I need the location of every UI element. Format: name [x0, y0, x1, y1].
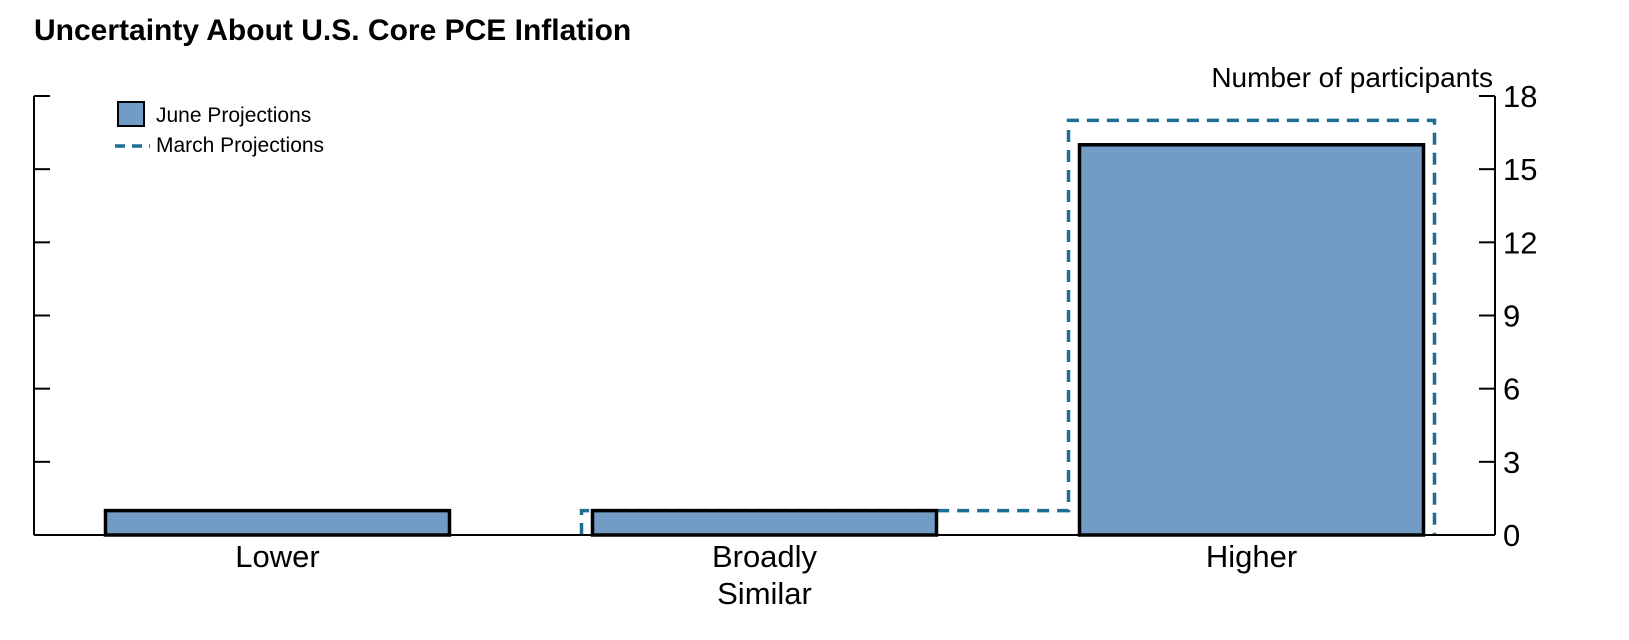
y-tick-label-15: 15 [1503, 152, 1537, 187]
march-step-outline [579, 118, 1437, 535]
y-tick-label-12: 12 [1503, 225, 1537, 260]
y-tick-label-18: 18 [1503, 79, 1537, 114]
y-tick-label-3: 3 [1503, 445, 1520, 480]
x-tick-label-0-0: Lower [235, 539, 319, 574]
legend-june-label: June Projections [156, 104, 311, 127]
y-tick-label-6: 6 [1503, 372, 1520, 407]
x-tick-label-1-0: Broadly [712, 539, 818, 574]
legend-march-label: March Projections [156, 134, 324, 157]
march-series-layer [579, 118, 1437, 535]
june-bar-2 [1077, 143, 1426, 537]
y-tick-label-9: 9 [1503, 299, 1520, 334]
x-tick-label-2-0: Higher [1206, 539, 1297, 574]
june-series-layer [103, 143, 1426, 537]
y-axis-ticks: 0 3 6 9 12 15 18 [34, 79, 1537, 553]
june-bar-0 [103, 508, 452, 537]
y-tick-label-0: 0 [1503, 518, 1520, 553]
legend: June Projections March Projections [115, 101, 324, 157]
y-axis-label: Number of participants [1211, 62, 1493, 93]
legend-june-swatch [117, 101, 145, 127]
x-tick-label-1-1: Similar [717, 576, 812, 611]
june-bar-1 [590, 508, 939, 537]
chart-title: Uncertainty About U.S. Core PCE Inflatio… [34, 14, 632, 47]
